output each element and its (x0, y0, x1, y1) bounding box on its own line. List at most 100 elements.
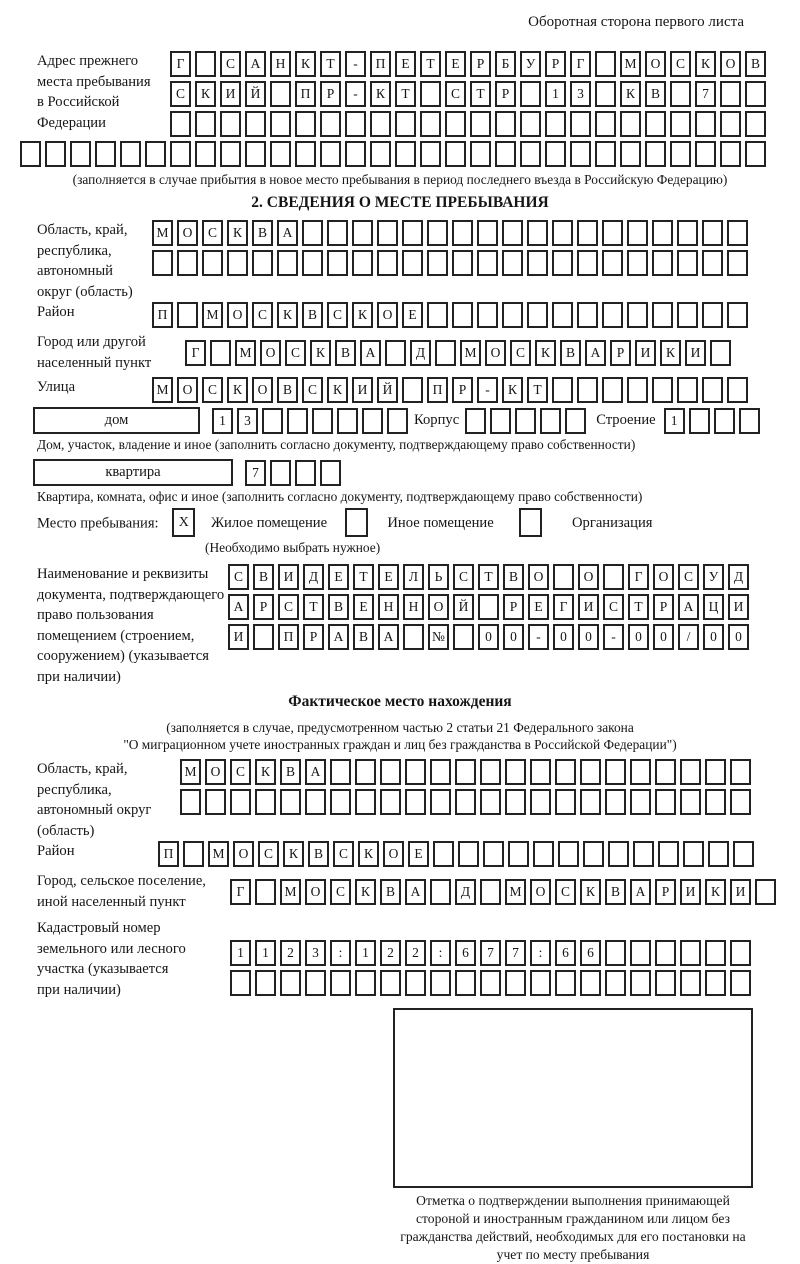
char-cell: И (635, 339, 656, 366)
char-cell (230, 789, 251, 815)
char-cell (630, 789, 651, 815)
char-cell (655, 789, 676, 815)
char-cell (330, 789, 351, 815)
char-cell (477, 302, 498, 328)
char-cell (380, 759, 401, 785)
char-cell: Д (410, 339, 431, 366)
char-cell: А (245, 51, 266, 77)
char-cell (710, 339, 731, 366)
char-cell: 7 (480, 940, 501, 966)
char-cell (730, 759, 751, 785)
char-cell (677, 250, 698, 276)
char-cell: П (278, 624, 299, 650)
char-cell: Т (420, 51, 441, 77)
char-cell (455, 759, 476, 785)
char-cell: К (283, 841, 304, 867)
char-cell (295, 459, 316, 486)
char-cell: М (180, 759, 201, 785)
char-cell (655, 970, 676, 996)
char-cell (352, 250, 373, 276)
char-cell (395, 111, 416, 137)
char-cell: Й (377, 377, 398, 403)
char-cell: И (278, 564, 299, 590)
char-cell: И (728, 594, 749, 620)
stroenie-cells: 1 (663, 407, 764, 434)
char-cell (713, 407, 735, 434)
char-cell (545, 141, 566, 167)
char-cell: Ь (428, 564, 449, 590)
char-cell (627, 220, 648, 246)
char-cell: Р (452, 377, 473, 403)
char-cell (195, 111, 216, 137)
char-cell (655, 940, 676, 966)
char-cell: М (152, 377, 173, 403)
page-header: Оборотная сторона первого листа (528, 14, 744, 30)
char-cell (745, 111, 766, 137)
prev-address-block: Адрес прежнего места пребывания в Россий… (37, 51, 792, 141)
char-cell (452, 302, 473, 328)
inoe-checkbox (344, 508, 368, 537)
char-cell (577, 220, 598, 246)
inoe-label: Иное помещение (387, 515, 494, 532)
char-cell: Г (553, 594, 574, 620)
korpus-label: Корпус (414, 412, 460, 428)
char-cell (477, 220, 498, 246)
char-cell (337, 407, 358, 434)
char-cell: С (453, 564, 474, 590)
char-cell: 3 (305, 940, 326, 966)
char-cell (362, 407, 383, 434)
char-cell (312, 407, 333, 434)
char-cell: О (177, 377, 198, 403)
char-cell: 2 (405, 940, 426, 966)
char-cell (530, 970, 551, 996)
char-cell (727, 377, 748, 403)
char-cell: Г (570, 51, 591, 77)
char-cell (465, 407, 487, 434)
char-cell (480, 759, 501, 785)
char-cell (645, 111, 666, 137)
char-cell (520, 81, 541, 107)
char-cell (533, 841, 554, 867)
char-cell (327, 250, 348, 276)
char-cell: Д (455, 878, 476, 905)
char-cell (508, 841, 529, 867)
char-cell (330, 970, 351, 996)
char-cell (20, 141, 41, 167)
char-cell: В (503, 564, 524, 590)
char-cell: Й (245, 81, 266, 107)
prev-address-note: (заполняется в случае прибытия в новое м… (72, 172, 728, 187)
char-cell: А (405, 878, 426, 905)
char-cell: - (603, 624, 624, 650)
char-cell (370, 141, 391, 167)
char-cell: Д (303, 564, 324, 590)
char-cell (420, 111, 441, 137)
char-cell: Т (628, 594, 649, 620)
char-cell: 1 (255, 940, 276, 966)
char-cell: Е (328, 564, 349, 590)
apartment-block: квартира 7 (33, 459, 792, 486)
actual-location-note-1: (заполняется в случае, предусмотренном ч… (166, 720, 634, 735)
char-cell (95, 141, 116, 167)
char-cell: / (678, 624, 699, 650)
char-cell: К (620, 81, 641, 107)
char-cell: 0 (628, 624, 649, 650)
char-cell (427, 250, 448, 276)
char-cell (702, 377, 723, 403)
char-cell: К (580, 878, 601, 905)
char-cell (605, 789, 626, 815)
stay-type-label: Место пребывания: (37, 515, 159, 532)
char-cell: П (427, 377, 448, 403)
char-cell (670, 81, 691, 107)
char-cell (302, 250, 323, 276)
char-cell (565, 407, 587, 434)
char-cell: О (578, 564, 599, 590)
char-cell: М (152, 220, 173, 246)
char-cell (595, 141, 616, 167)
char-cell (483, 841, 504, 867)
char-cell (395, 141, 416, 167)
char-cell (195, 141, 216, 167)
char-cell (527, 302, 548, 328)
